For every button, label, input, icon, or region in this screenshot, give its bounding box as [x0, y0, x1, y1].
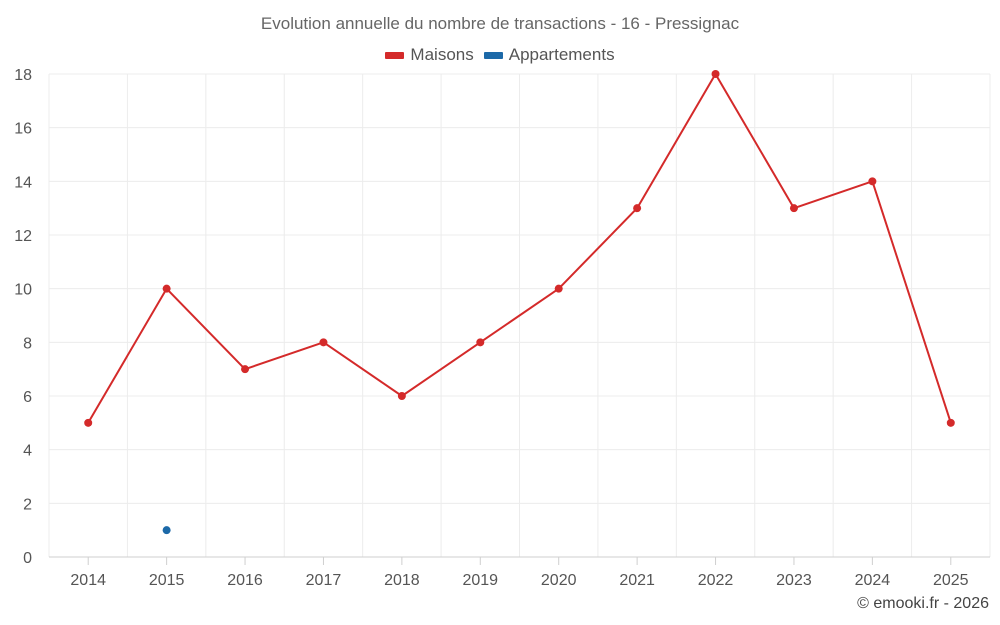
data-point-maisons-2014 [84, 418, 93, 427]
data-point-maisons-2017 [319, 338, 328, 347]
x-tick-label-2019: 2019 [462, 572, 498, 589]
y-tick-label-16: 16 [14, 121, 32, 138]
y-tick-label-12: 12 [14, 228, 32, 245]
series-maisons [84, 70, 955, 427]
legend-label-appartements: Appartements [508, 45, 615, 64]
legend-item-appartements[interactable]: Appartements [483, 45, 615, 65]
data-point-maisons-2018 [397, 392, 406, 400]
legend-swatch-appartements [483, 51, 503, 59]
data-point-maisons-2020 [554, 284, 563, 293]
y-tick-label-4: 4 [23, 443, 32, 460]
y-tick-label-14: 14 [14, 174, 32, 191]
x-tick-label-2023: 2023 [776, 572, 812, 589]
series-marks [84, 70, 955, 535]
data-point-maisons-2023 [789, 204, 798, 213]
x-tick-label-2014: 2014 [70, 572, 106, 589]
data-point-maisons-2019 [476, 338, 485, 347]
credit-text: © emooki.fr - 2026 [857, 595, 989, 612]
grid-lines [48, 73, 991, 557]
x-tick-label-2017: 2017 [306, 572, 342, 589]
legend-item-maisons[interactable]: Maisons [385, 45, 474, 65]
data-point-maisons-2015 [162, 284, 171, 293]
y-tick-label-0: 0 [23, 550, 32, 567]
x-tick-label-2021: 2021 [619, 572, 655, 589]
data-point-appartements-2015 [162, 526, 171, 535]
data-point-maisons-2024 [868, 177, 877, 186]
series-line-maisons [87, 73, 952, 424]
data-point-maisons-2016 [241, 365, 250, 374]
series-appartements [162, 526, 171, 535]
y-tick-label-18: 18 [14, 67, 32, 84]
data-point-maisons-2021 [633, 204, 642, 213]
x-tick-label-2020: 2020 [541, 572, 577, 589]
legend-swatch-maisons [385, 51, 405, 59]
x-tick-label-2022: 2022 [698, 572, 734, 589]
x-tick-label-2024: 2024 [855, 572, 891, 589]
y-tick-label-2: 2 [23, 496, 32, 513]
data-point-maisons-2025 [946, 418, 955, 427]
y-tick-label-6: 6 [23, 389, 32, 406]
chart-title: Evolution annuelle du nombre de transact… [260, 14, 740, 33]
data-point-maisons-2022 [711, 70, 720, 78]
x-tick-label-2025: 2025 [933, 572, 969, 589]
x-tick-label-2016: 2016 [227, 572, 263, 589]
x-tick-label-2015: 2015 [149, 572, 185, 589]
axes: 0 2 4 6 8 10 12 14 16 18 2014 2015 2016 2017 2018 2019 2… [14, 67, 990, 589]
legend-label-maisons: Maisons [410, 45, 474, 64]
chart-legend: Maisons Appartements [0, 45, 1000, 65]
y-tick-label-10: 10 [14, 282, 32, 299]
x-tick-label-2018: 2018 [384, 572, 420, 589]
y-tick-label-8: 8 [23, 335, 32, 352]
